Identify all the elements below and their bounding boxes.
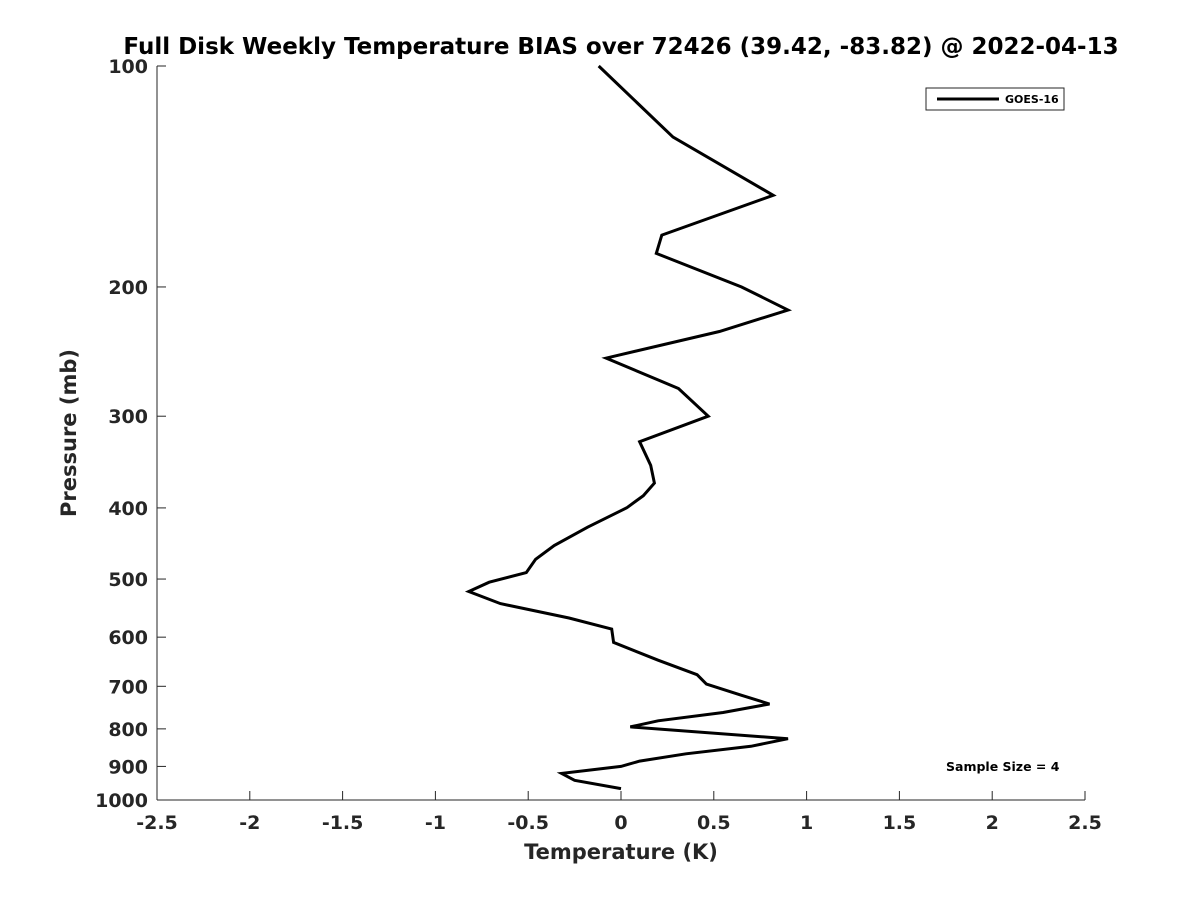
series-layer: [464, 64, 793, 791]
y-tick-label: 100: [108, 56, 148, 78]
y-tick-label: 200: [108, 277, 148, 299]
x-tick-label: 2: [986, 812, 999, 834]
x-tick-label: 0.5: [697, 812, 731, 834]
x-tick-label: 2.5: [1068, 812, 1102, 834]
x-tick-label: -2: [239, 812, 260, 834]
x-tick-label: -2.5: [136, 812, 178, 834]
y-tick-label: 400: [108, 498, 148, 520]
x-tick-label: -1.5: [322, 812, 364, 834]
x-ticks: -2.5 -2 -1.5 -1 -0.5 0 0.5 1 1.5 2 2.5: [136, 791, 1102, 834]
legend-label-goes-16: GOES-16: [1005, 93, 1059, 106]
x-tick-label: 0: [614, 812, 627, 834]
y-axis-label: Pressure (mb): [57, 349, 81, 517]
x-tick-label: -1: [425, 812, 446, 834]
series-line-goes-16: [464, 64, 793, 791]
x-tick-label: 1.5: [883, 812, 917, 834]
y-ticks: 100 200 300 400 500 600 700 800 900 1000: [95, 56, 166, 812]
y-tick-label: 800: [108, 719, 148, 741]
y-tick-label: 900: [108, 756, 148, 778]
y-tick-label: 600: [108, 627, 148, 649]
y-tick-label: 700: [108, 676, 148, 698]
sample-size-annotation: Sample Size = 4: [946, 759, 1060, 774]
legend: GOES-16: [925, 87, 1065, 111]
chart-title: Full Disk Weekly Temperature BIAS over 7…: [123, 34, 1118, 60]
x-axis-label: Temperature (K): [524, 840, 718, 864]
y-tick-label: 300: [108, 406, 148, 428]
x-tick-label: -0.5: [507, 812, 549, 834]
y-tick-label: 1000: [95, 790, 148, 812]
x-tick-label: 1: [800, 812, 813, 834]
y-tick-label: 500: [108, 569, 148, 591]
